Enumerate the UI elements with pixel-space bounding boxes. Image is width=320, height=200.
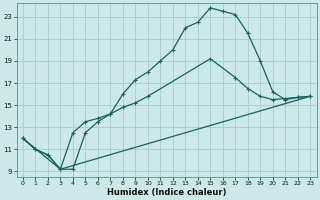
X-axis label: Humidex (Indice chaleur): Humidex (Indice chaleur) — [107, 188, 226, 197]
